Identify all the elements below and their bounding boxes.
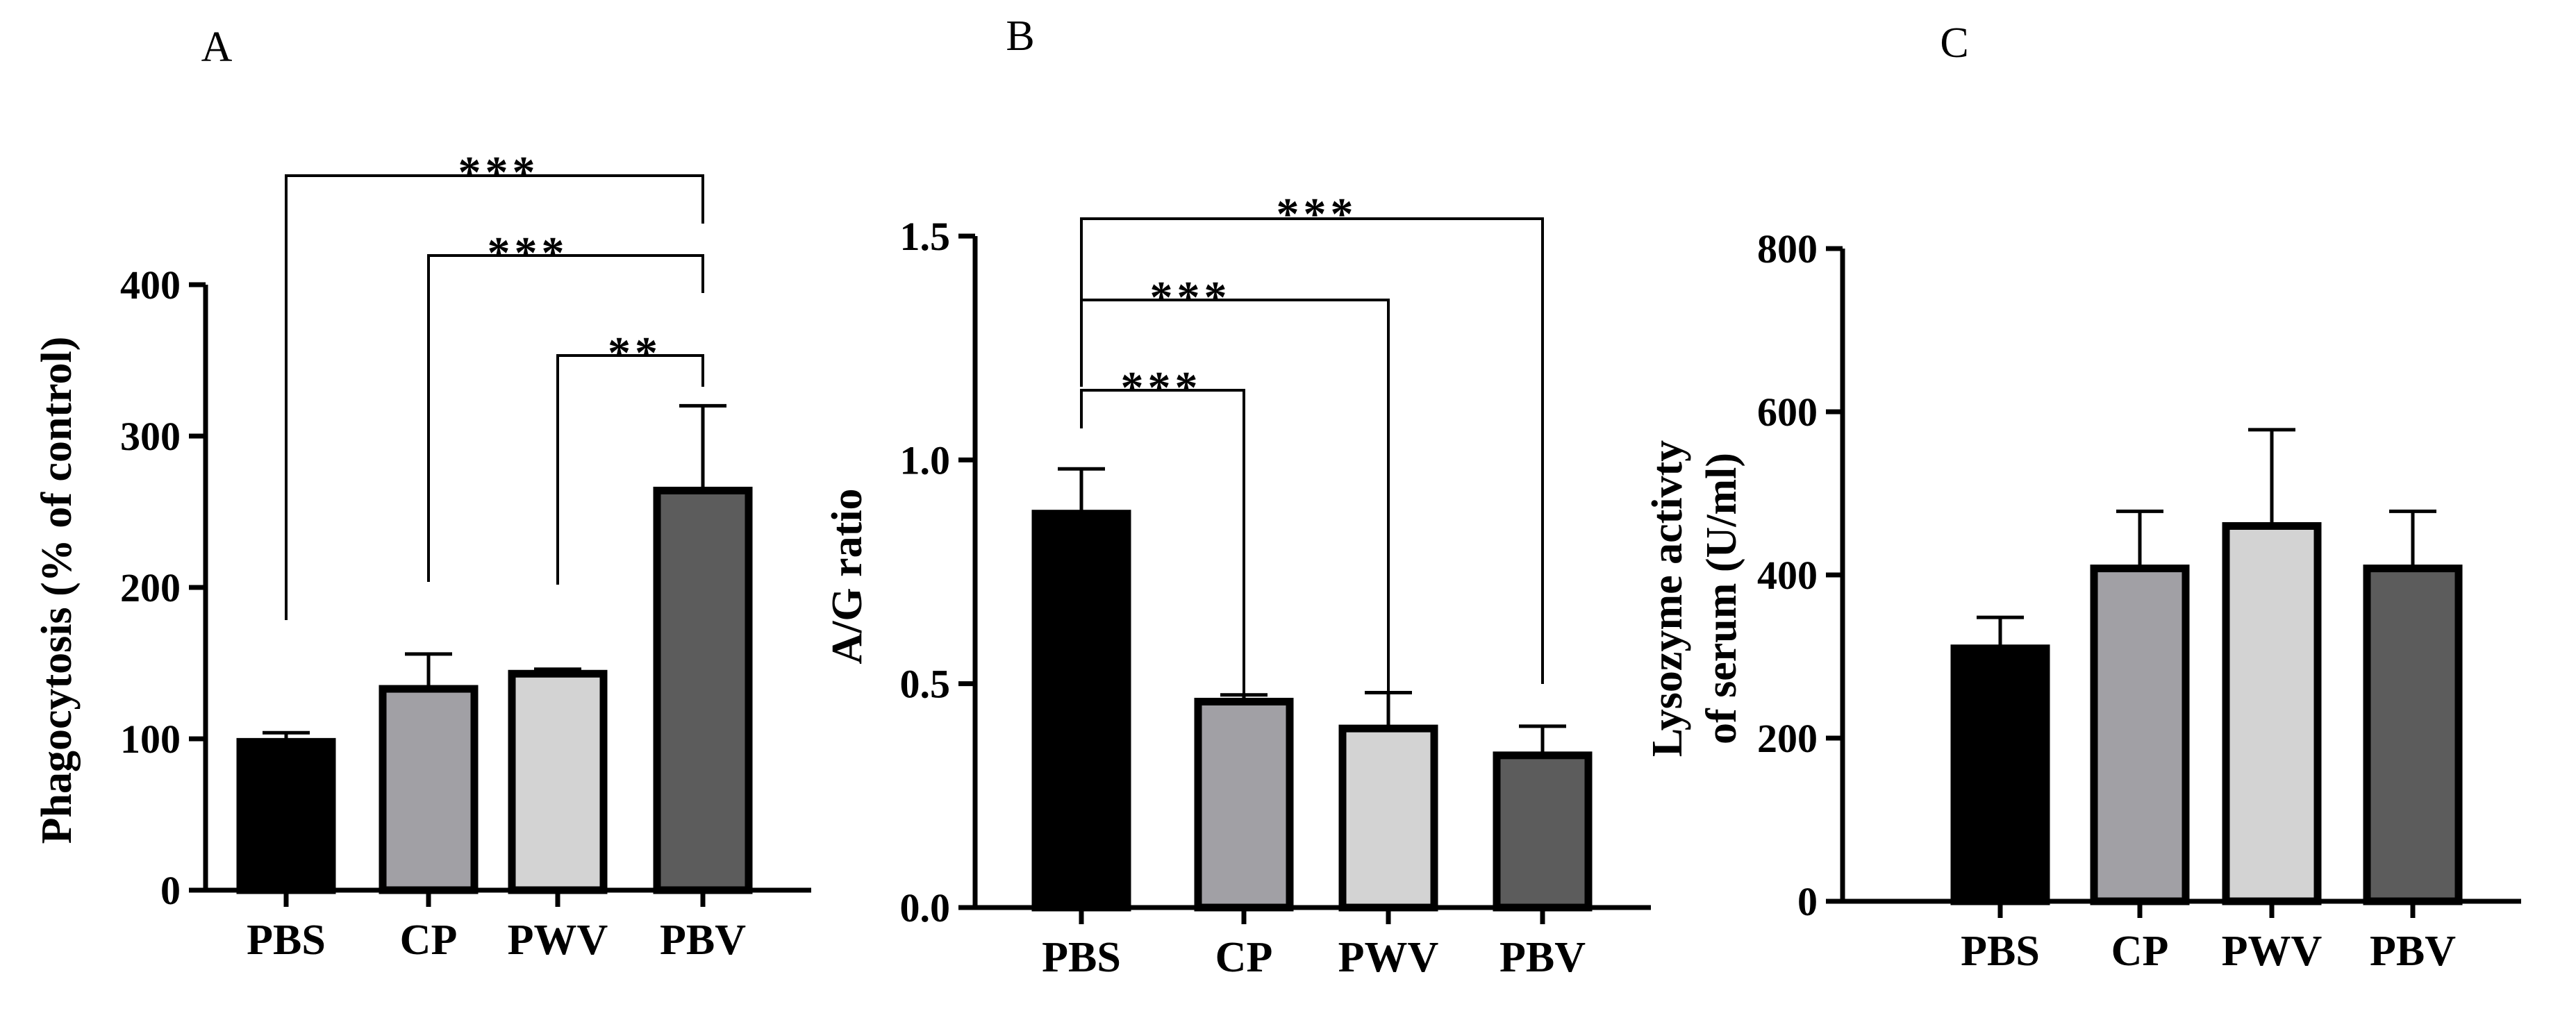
y-tick-label: 0.5 (900, 662, 951, 707)
y-tick-label: 100 (120, 717, 181, 762)
y-tick-label: 200 (120, 565, 181, 610)
y-axis-title-line: Lysozyme activty (1644, 440, 1691, 757)
y-tick-label: 0 (1797, 879, 1818, 924)
bar-pbs (1031, 510, 1131, 912)
significance-label: ** (608, 328, 662, 378)
y-axis-title-line: of serum (U/ml) (1698, 453, 1745, 744)
bar-pwv (2222, 522, 2322, 905)
significance-bracket (1080, 299, 1390, 703)
significance-label: *** (1150, 272, 1231, 323)
panel-letter: A (201, 24, 233, 71)
y-tick-label: 400 (1757, 553, 1818, 598)
y-tick-label: 400 (120, 262, 181, 308)
x-tick-label-pwv: PWV (1338, 934, 1439, 981)
y-axis-title-line: A/G ratio (824, 488, 871, 664)
y-tick-label: 600 (1757, 390, 1818, 435)
bar-cp (2090, 565, 2190, 905)
x-tick-label-cp: CP (1215, 934, 1273, 981)
bar-cp (1194, 697, 1294, 912)
bar-pbv (653, 486, 753, 894)
y-axis-title: Lysozyme activty of serum (U/ml) (1644, 440, 1745, 757)
significance-bracket (1080, 217, 1544, 684)
bar-pbv (2363, 565, 2463, 905)
significance-bracket (1080, 389, 1245, 704)
bar-pbs (236, 737, 336, 894)
significance-label: *** (1277, 189, 1358, 240)
x-tick-label-pbs: PBS (1042, 934, 1121, 981)
x-tick-label-pbv: PBV (1499, 934, 1586, 981)
significance-label: *** (458, 147, 540, 198)
y-axis-title: A/G ratio (824, 488, 871, 664)
bar-pbv (1493, 751, 1593, 912)
y-tick-label: 200 (1757, 716, 1818, 761)
x-tick-label-cp: CP (400, 917, 458, 964)
y-axis-title-line: Phagocytosis (% of control) (33, 337, 81, 844)
significance-bracket (427, 254, 704, 582)
x-tick-label-pbs: PBS (247, 917, 326, 964)
panel-letter: B (1006, 12, 1034, 60)
bar-cp (379, 685, 479, 894)
panel-A: A Phagocytosis (% of control) 0 100 200 300 40… (33, 24, 811, 964)
panel-C: C Lysozyme activty of serum (U/ml) 0 200 400 6… (1644, 19, 2521, 975)
y-tick-label: 1.0 (900, 437, 951, 483)
x-tick-label-pbs: PBS (1961, 928, 2040, 975)
x-tick-label-pbv: PBV (2370, 928, 2456, 975)
significance-bracket (285, 174, 704, 620)
y-tick-label: 300 (120, 414, 181, 459)
panel-letter: C (1940, 19, 1968, 67)
y-tick-label: 0 (160, 868, 181, 913)
significance-label: *** (1121, 362, 1202, 413)
panel-B: B A/G ratio 0.0 0.5 1.0 1.5 PBS CP PWV PBV *** *** *… (824, 12, 1651, 981)
y-axis-title: Phagocytosis (% of control) (33, 337, 81, 844)
significance-label: *** (488, 228, 569, 278)
y-tick-label: 800 (1757, 226, 1818, 271)
x-tick-label-pbv: PBV (660, 917, 746, 964)
bar-pwv (1338, 724, 1438, 912)
x-tick-label-pwv: PWV (508, 917, 608, 964)
x-tick-label-pwv: PWV (2222, 928, 2322, 975)
significance-bracket (556, 354, 704, 585)
bar-pbs (1950, 644, 2050, 905)
y-tick-label: 1.5 (900, 214, 951, 259)
y-tick-label: 0.0 (900, 885, 951, 930)
x-tick-label-cp: CP (2111, 928, 2169, 975)
bar-pwv (508, 669, 608, 894)
